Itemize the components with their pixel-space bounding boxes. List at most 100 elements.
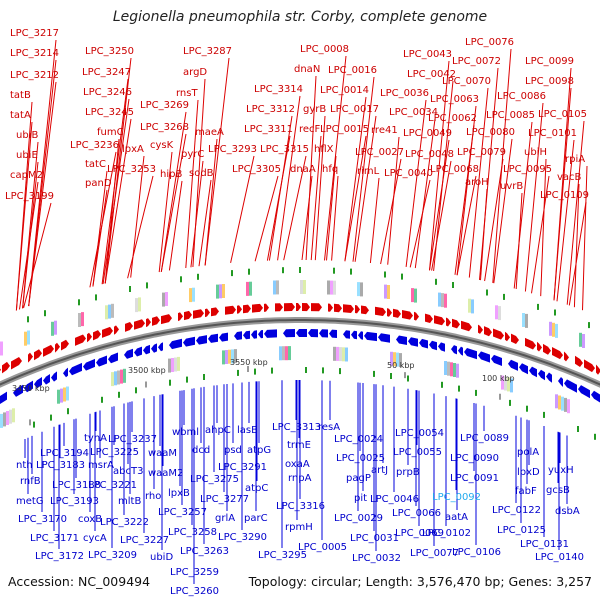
forward-feature-box	[327, 280, 330, 295]
forward-gene-arrow	[355, 305, 360, 314]
reverse-feature-box	[447, 361, 450, 376]
forward-marker	[486, 289, 488, 296]
forward-label-line	[468, 87, 489, 278]
forward-feature-box	[276, 280, 279, 295]
forward-gene-label: aroH	[465, 177, 489, 188]
forward-label-line	[15, 121, 33, 311]
forward-label-line	[456, 175, 477, 276]
forward-gene-label: LPC_3314	[254, 84, 303, 95]
reverse-gene-label: rnfB	[20, 476, 41, 487]
forward-label-line	[266, 135, 291, 261]
reverse-gene-label: psd	[224, 445, 242, 456]
reverse-gene-label: dsbA	[555, 506, 580, 517]
reverse-gene-label: LPC_3194	[40, 448, 89, 459]
forward-gene-label: LPC_0014	[320, 85, 369, 96]
forward-label-line	[102, 98, 130, 284]
forward-gene-label: LPC_0027	[355, 147, 404, 158]
forward-gene-label: LPC_0070	[442, 76, 491, 87]
forward-marker	[129, 286, 131, 292]
reverse-gene-label: LPC_0025	[336, 453, 385, 464]
forward-marker	[452, 282, 454, 288]
reverse-gene-arrow	[234, 331, 242, 340]
forward-marker	[180, 276, 182, 283]
forward-gene-arrow	[161, 314, 172, 325]
forward-gene-label: panD	[85, 178, 112, 189]
reverse-gene-label: rho	[145, 491, 161, 502]
reverse-feature-box	[114, 371, 117, 386]
forward-gene-label: ubiB	[16, 130, 38, 141]
reverse-feature-box	[339, 347, 342, 362]
reverse-gene-label: LPC_0055	[393, 447, 442, 458]
reverse-feature-box	[123, 368, 126, 383]
forward-feature-box	[333, 280, 336, 295]
reverse-gene-label: LPC_0077	[410, 548, 459, 559]
forward-gene-label: LPC_3305	[232, 164, 281, 175]
reverse-gene-label: LPC_0140	[535, 552, 584, 563]
forward-label-line	[283, 155, 307, 261]
reverse-gene-label: metG	[16, 496, 44, 507]
reverse-feature-box	[453, 363, 456, 377]
forward-gene-label: LPC_0062	[428, 113, 477, 124]
reverse-feature-box	[60, 388, 63, 403]
forward-marker	[27, 316, 29, 323]
scale-ticks: 3450 kbp 3500 kbp 3550 kbp 50 kbp 100 kbp	[12, 358, 515, 426]
forward-label-line	[305, 75, 317, 261]
reverse-gene-label: wbml	[172, 427, 199, 438]
reverse-gene-label: LPC_3257	[158, 507, 207, 518]
reverse-gene-label: LPC_3209	[88, 550, 137, 561]
reverse-gene-label: gcsB	[546, 485, 570, 496]
reverse-feature-box	[225, 350, 228, 364]
reverse-gene-arrow	[51, 371, 57, 382]
forward-gene-label: rre41	[371, 125, 398, 136]
reverse-gene-arrow	[564, 379, 577, 393]
reverse-gene-label: dcd	[192, 445, 210, 456]
reverse-gene-label: LPC_0005	[298, 542, 347, 553]
reverse-gene-arrow	[351, 330, 357, 340]
reverse-gene-label: rnpA	[288, 473, 312, 484]
reverse-gene-label: tynA	[84, 433, 107, 444]
reverse-gene-label: LPC_0054	[395, 428, 444, 439]
topology-summary: Topology: circular; Length: 3,576,470 bp…	[248, 574, 592, 589]
forward-marker	[588, 322, 590, 329]
reverse-feature-box	[288, 346, 291, 361]
forward-gene-label: LPC_0034	[389, 107, 438, 118]
forward-feature-box	[552, 322, 555, 337]
reverse-gene-label: LPC_0029	[334, 513, 383, 524]
reverse-feature-box	[333, 346, 336, 361]
reverse-gene-arrow	[69, 362, 82, 376]
reverse-gene-label: LPC_3316	[276, 501, 325, 512]
reverse-gene-arrow	[83, 358, 95, 371]
forward-gene-arrow	[525, 337, 536, 350]
forward-gene-label: LPC_0076	[465, 37, 514, 48]
forward-gene-arrow	[61, 339, 69, 351]
forward-feature-box	[54, 320, 57, 335]
forward-label-line	[277, 95, 301, 261]
forward-gene-arrow	[0, 368, 1, 372]
forward-gene-arrow	[264, 303, 269, 312]
reverse-feature-box	[0, 413, 3, 428]
forward-feature-box	[249, 281, 252, 296]
forward-feature-box	[78, 313, 81, 327]
forward-gene-arrow	[302, 303, 310, 312]
forward-feature-box	[357, 282, 360, 297]
forward-gene-label: uvrB	[500, 181, 523, 192]
reverse-gene-arrow	[429, 340, 437, 351]
forward-gene-label: LPC_0068	[430, 164, 479, 175]
reverse-feature-box	[6, 411, 9, 425]
forward-gene-label: dnaA	[290, 164, 316, 175]
reverse-gene-label: LPC_3237	[108, 434, 157, 445]
reverse-gene-label: cycA	[83, 533, 107, 544]
forward-gene-label: LPC_3293	[208, 144, 257, 155]
forward-gene-arrow	[225, 305, 236, 315]
forward-gene-arrow	[425, 313, 433, 323]
reverse-gene-arrow	[464, 348, 477, 360]
genome-backbone	[0, 317, 600, 388]
forward-gene-arrow	[243, 304, 251, 314]
forward-gene-arrow	[152, 316, 160, 326]
reverse-gene-arrow	[438, 342, 445, 352]
reverse-gene-label: aatA	[445, 512, 468, 523]
forward-feature-box	[192, 287, 195, 302]
forward-marker	[197, 273, 199, 280]
forward-label-line	[573, 183, 580, 308]
forward-gene-arrow	[596, 364, 600, 375]
